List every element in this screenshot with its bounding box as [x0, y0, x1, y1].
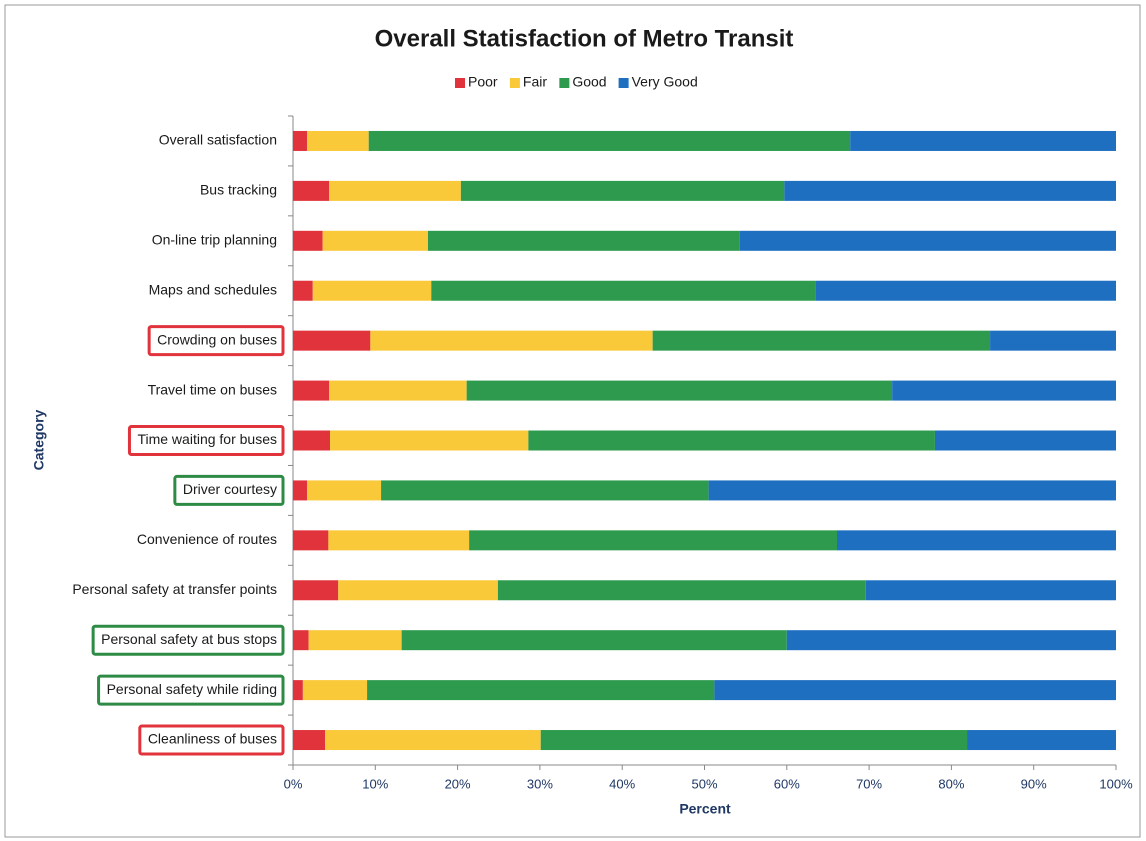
x-tick-label: 50%	[691, 776, 717, 791]
y-tick-label: Bus tracking	[200, 182, 277, 198]
bar-segment	[293, 230, 323, 251]
bar-segment	[460, 180, 785, 201]
bar-segment	[328, 530, 470, 551]
bar-segment	[293, 480, 307, 501]
legend-swatch	[509, 78, 520, 88]
bar-segment	[739, 230, 1116, 251]
bar-segment	[401, 630, 787, 651]
y-tick-label: Personal safety at transfer points	[72, 581, 277, 597]
bar-segment	[302, 680, 368, 701]
bar-segment	[293, 330, 371, 351]
x-tick-label: 10%	[362, 776, 388, 791]
label-highlight	[127, 425, 285, 456]
x-tick-label: 30%	[527, 776, 553, 791]
bar-segment	[540, 730, 968, 751]
bar-segment	[293, 280, 313, 301]
bar-segment	[967, 730, 1116, 751]
bar-segment	[850, 130, 1116, 151]
x-tick-label: 70%	[856, 776, 882, 791]
label-highlight	[91, 624, 285, 656]
bar-segment	[466, 380, 893, 401]
bar-segment	[469, 530, 838, 551]
bar-segment	[338, 580, 498, 601]
bar-segment	[815, 280, 1116, 301]
bar-segment	[306, 130, 369, 151]
bar-segment	[293, 630, 309, 651]
label-highlight	[173, 474, 285, 506]
y-tick-label: Personal safety at bus stops	[101, 631, 277, 647]
bar-segment	[293, 580, 339, 601]
bar-segment	[367, 680, 715, 701]
y-tick-label: Time waiting for buses	[137, 431, 277, 447]
y-tick-label: Cleanliness of buses	[148, 731, 277, 747]
bar-segment	[293, 180, 330, 201]
bar-segment	[990, 330, 1116, 351]
bar-segment	[329, 180, 461, 201]
x-tick-label: 60%	[774, 776, 800, 791]
legend-label: Very Good	[632, 74, 698, 90]
label-highlight	[138, 724, 285, 756]
x-tick-label: 0%	[284, 776, 303, 791]
bar-segment	[786, 630, 1116, 651]
bar-segment	[322, 230, 428, 251]
y-tick-label: On-line trip planning	[152, 232, 277, 248]
label-highlight	[97, 674, 285, 706]
bar-segment	[837, 530, 1116, 551]
chart-title: Overall Statisfaction of Metro Transit	[375, 25, 794, 52]
legend-label: Poor	[468, 74, 498, 90]
bar-segment	[293, 380, 330, 401]
legend-swatch	[618, 78, 629, 88]
y-tick-label: Personal safety while riding	[107, 681, 277, 697]
bar-segment	[934, 430, 1116, 451]
y-tick-label: Travel time on buses	[148, 381, 277, 397]
bar-segment	[714, 680, 1116, 701]
bar-segment	[370, 330, 653, 351]
y-axis-title: Category	[31, 409, 47, 470]
bar-segment	[308, 630, 402, 651]
x-tick-label: 90%	[1021, 776, 1047, 791]
x-tick-label: 20%	[445, 776, 471, 791]
bar-segment	[293, 530, 329, 551]
x-tick-label: 100%	[1099, 776, 1133, 791]
legend-swatch	[455, 78, 465, 88]
bar-segment	[708, 480, 1116, 501]
bar-segment	[431, 280, 816, 301]
x-tick-label: 40%	[609, 776, 635, 791]
y-tick-label: Convenience of routes	[137, 531, 277, 547]
bar-segment	[865, 580, 1116, 601]
bar-segment	[312, 280, 432, 301]
bar-segment	[892, 380, 1116, 401]
y-tick-label: Maps and schedules	[149, 281, 277, 297]
y-tick-label: Crowding on buses	[157, 331, 277, 347]
x-axis-title: Percent	[679, 801, 731, 817]
label-highlight	[147, 325, 285, 357]
bar-segment	[368, 130, 851, 151]
x-tick-label: 80%	[938, 776, 964, 791]
bar-segment	[293, 730, 326, 751]
legend-swatch	[559, 78, 570, 88]
bar-segment	[293, 430, 331, 451]
bar-segment	[330, 430, 529, 451]
bar-segment	[293, 680, 303, 701]
y-tick-label: Overall satisfaction	[159, 132, 277, 148]
bar-segment	[784, 180, 1116, 201]
bar-segment	[306, 480, 382, 501]
legend-label: Fair	[523, 74, 547, 90]
y-tick-label: Driver courtesy	[183, 481, 277, 497]
bar-segment	[329, 380, 467, 401]
bar-segment	[293, 130, 307, 151]
bar-segment	[427, 230, 740, 251]
legend-label: Good	[572, 74, 606, 90]
bar-segment	[325, 730, 541, 751]
bar-segment	[497, 580, 866, 601]
bar-segment	[652, 330, 991, 351]
chart-frame	[4, 4, 1141, 838]
bar-segment	[381, 480, 709, 501]
bar-segment	[528, 430, 935, 451]
